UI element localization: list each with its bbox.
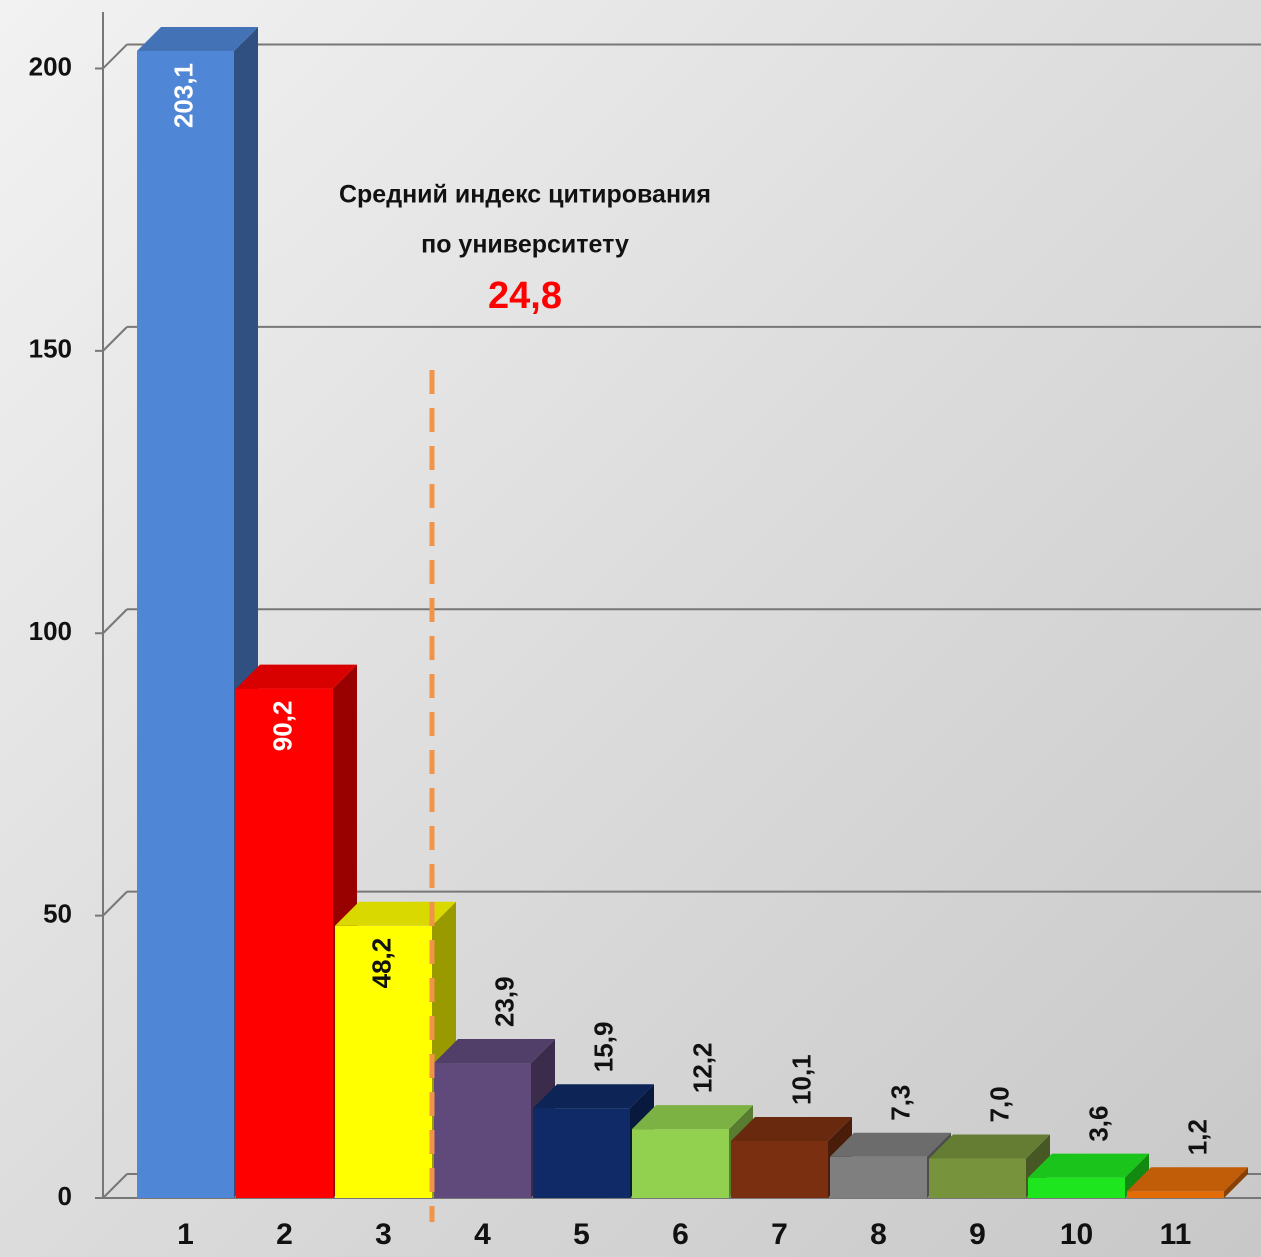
bar-top bbox=[1127, 1167, 1248, 1192]
bar-top bbox=[236, 664, 357, 689]
grid-line bbox=[102, 43, 128, 70]
value-label: 7,3 bbox=[885, 1085, 915, 1121]
bar-top bbox=[434, 1039, 555, 1064]
value-label: 23,9 bbox=[489, 976, 519, 1027]
bar bbox=[632, 1129, 729, 1198]
grid-line bbox=[102, 326, 128, 352]
y-tick-label: 100 bbox=[29, 616, 72, 646]
bar-top bbox=[137, 26, 258, 51]
annotation-line: по университету bbox=[421, 231, 629, 259]
bar bbox=[335, 925, 432, 1198]
annotation-line: Средний индекс цитирования bbox=[339, 181, 711, 209]
x-tick-label: 8 bbox=[870, 1218, 887, 1251]
bar-side bbox=[1125, 1153, 1149, 1198]
bar-top bbox=[929, 1134, 1050, 1159]
grid-line bbox=[102, 1173, 128, 1199]
bar bbox=[929, 1158, 1026, 1198]
value-label: 1,2 bbox=[1182, 1119, 1212, 1155]
value-label: 7,0 bbox=[984, 1086, 1014, 1122]
y-tick-label: 50 bbox=[43, 898, 72, 928]
x-tick-label: 6 bbox=[672, 1218, 689, 1251]
x-tick-label: 9 bbox=[969, 1218, 986, 1251]
grid-line bbox=[102, 608, 128, 634]
x-tick-label: 5 bbox=[573, 1218, 590, 1251]
x-tick-label: 7 bbox=[771, 1218, 788, 1251]
bar bbox=[533, 1108, 630, 1198]
x-tick-label: 3 bbox=[375, 1218, 392, 1251]
x-tick-label: 2 bbox=[276, 1218, 293, 1251]
bar bbox=[236, 688, 333, 1198]
value-label: 12,2 bbox=[687, 1042, 717, 1093]
x-tick-label: 10 bbox=[1060, 1218, 1093, 1251]
grid-line bbox=[102, 890, 128, 917]
bar-top bbox=[335, 901, 456, 926]
annotation: Средний индекс цитирования по университе… bbox=[339, 181, 711, 317]
y-tick-label: 0 bbox=[58, 1181, 72, 1211]
bar bbox=[1127, 1191, 1224, 1198]
bar bbox=[731, 1140, 828, 1198]
x-tick-label: 1 bbox=[177, 1218, 194, 1251]
bar bbox=[1028, 1177, 1125, 1198]
bar-top bbox=[830, 1132, 951, 1157]
y-tick-label: 200 bbox=[29, 51, 72, 81]
bar-side bbox=[1224, 1167, 1248, 1198]
annotation-value: 24,8 bbox=[488, 275, 562, 317]
bar bbox=[830, 1156, 927, 1198]
bar-top bbox=[533, 1084, 654, 1109]
value-label: 10,1 bbox=[786, 1054, 816, 1105]
bar bbox=[137, 50, 234, 1198]
x-tick-label: 4 bbox=[474, 1218, 491, 1251]
value-label: 48,2 bbox=[366, 938, 396, 989]
bar-top bbox=[731, 1116, 852, 1141]
value-label: 203,1 bbox=[168, 63, 198, 128]
value-label: 3,6 bbox=[1083, 1106, 1113, 1142]
x-tick-label: 11 bbox=[1160, 1218, 1192, 1251]
value-label: 15,9 bbox=[588, 1022, 618, 1073]
bar-top bbox=[1028, 1153, 1149, 1178]
value-label: 90,2 bbox=[267, 701, 297, 752]
bar bbox=[434, 1063, 531, 1198]
y-tick-label: 150 bbox=[29, 334, 72, 364]
bar-top bbox=[632, 1105, 753, 1130]
